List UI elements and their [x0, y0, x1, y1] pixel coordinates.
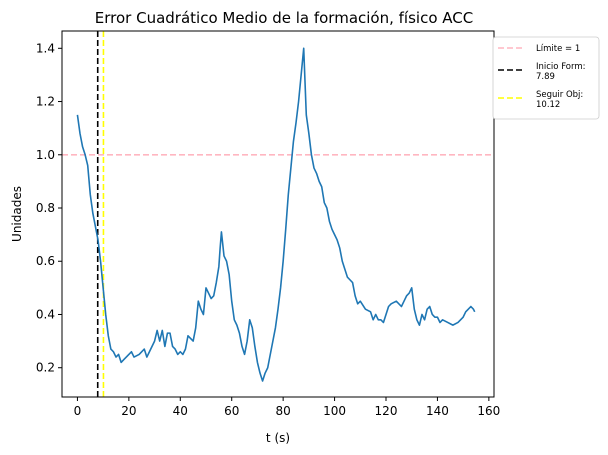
- legend: Límite = 1 Inicio Form: 7.89 Seguir Obj: 10.…: [492, 36, 600, 120]
- series-line: [76, 47, 476, 382]
- series-group: [76, 47, 476, 382]
- y-tick-label: 0.6: [36, 254, 55, 268]
- x-tick-label: 60: [224, 404, 239, 418]
- legend-label: Inicio Form: 7.89: [536, 62, 585, 82]
- y-tick-label: 1.4: [36, 41, 55, 55]
- x-tick-label: 140: [426, 404, 449, 418]
- x-tick-label: 80: [276, 404, 291, 418]
- x-tick-label: 160: [477, 404, 500, 418]
- x-tick-label: 120: [375, 404, 398, 418]
- x-tick-label: 20: [121, 404, 136, 418]
- y-tick-label: 1.0: [36, 148, 55, 162]
- plot-area: [61, 30, 495, 398]
- legend-label: Límite = 1: [536, 44, 580, 54]
- x-tick-label: 0: [74, 404, 82, 418]
- y-tick-label: 1.2: [36, 95, 55, 109]
- reference-lines: [62, 31, 494, 397]
- y-tick-label: 0.4: [36, 307, 55, 321]
- x-axis-label: t (s): [266, 431, 290, 445]
- y-tick-label: 0.8: [36, 201, 55, 215]
- x-axis-ticks: 0 20 40 60 80 100 120 140 160: [74, 397, 500, 418]
- legend-label: Seguir Obj: 10.12: [536, 90, 583, 110]
- y-axis-ticks: 0.2 0.4 0.6 0.8 1.0 1.2 1.4: [36, 41, 62, 375]
- x-tick-label: 100: [323, 404, 346, 418]
- plot-frame: [61, 30, 495, 398]
- y-tick-label: 0.2: [36, 361, 55, 375]
- x-tick-label: 40: [173, 404, 188, 418]
- chart-title: Error Cuadrático Medio de la formación, …: [95, 9, 473, 27]
- y-axis-label: Unidades: [10, 186, 24, 242]
- legend-entries: Límite = 1 Inicio Form: 7.89 Seguir Obj: 10.…: [498, 44, 585, 110]
